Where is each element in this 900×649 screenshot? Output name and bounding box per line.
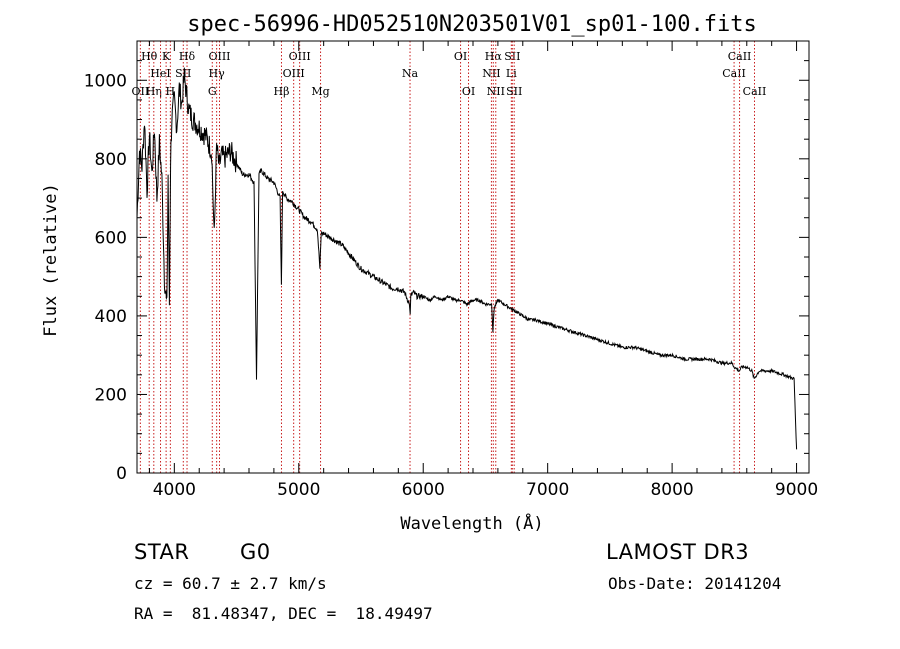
x-tick-label-2: 6000: [402, 480, 445, 500]
survey-name: LAMOST DR3: [606, 540, 750, 564]
x-tick-label-1: 5000: [277, 480, 320, 500]
line-label-1: Hθ: [141, 50, 158, 63]
y-tick-label-4: 800: [95, 150, 127, 170]
y-axis: 0 200 400 600 800 1000: [84, 40, 809, 484]
line-label-4: K: [162, 50, 171, 63]
x-tick-label-5: 9000: [775, 480, 818, 500]
line-label-5: H: [166, 85, 176, 98]
line-label-12: OIII: [283, 67, 305, 80]
x-tick-label-0: 4000: [153, 480, 196, 500]
object-subclass: G0: [240, 540, 271, 564]
redshift-cz: cz = 60.7 ± 2.7 km/s: [134, 574, 327, 593]
y-axis-label: Flux (relative): [41, 183, 61, 337]
line-label-0: OII: [132, 85, 150, 98]
line-label-2: Hη: [146, 85, 162, 98]
line-label-3: HeI: [150, 67, 170, 80]
x-axis-label: Wavelength (Å): [400, 512, 543, 534]
line-label-20: NII: [487, 85, 505, 98]
line-label-11: Hβ: [274, 85, 290, 98]
x-axis: 4000 5000 6000 7000 8000 9000: [148, 41, 818, 500]
x-tick-label-4: 8000: [650, 480, 693, 500]
obs-date: Obs-Date: 20141204: [608, 574, 782, 593]
line-label-19: Hα: [485, 50, 503, 63]
line-label-24: CaII: [722, 67, 746, 80]
line-label-18: NII: [482, 67, 500, 80]
line-label-17: OI: [462, 85, 475, 98]
object-class: STAR: [134, 540, 190, 564]
line-label-22: SII: [504, 50, 520, 63]
line-label-23: SII: [506, 85, 522, 98]
y-tick-label-5: 1000: [84, 71, 127, 91]
x-tick-label-3: 7000: [526, 480, 569, 500]
line-label-16: OI: [454, 50, 467, 63]
y-tick-label-1: 200: [95, 385, 127, 405]
line-label-10: OIII: [208, 50, 230, 63]
y-tick-label-2: 400: [95, 307, 127, 327]
line-label-15: Na: [402, 67, 419, 80]
spectral-line-markers: OII Hθ Hη HeI K H SII Hδ G Hγ OIII Hβ OIII OIII Mg Na OI…: [132, 41, 767, 473]
line-label-8: G: [208, 85, 217, 98]
ra-dec: RA = 81.48347, DEC = 18.49497: [134, 604, 433, 623]
line-label-21: Li: [506, 67, 517, 80]
y-tick-label-3: 600: [95, 228, 127, 248]
line-label-13: OIII: [289, 50, 311, 63]
line-label-7: Hδ: [179, 50, 196, 63]
plot-frame: [136, 40, 810, 474]
line-label-9: Hγ: [209, 67, 226, 80]
spectrum-line: [136, 67, 798, 450]
chart-title: spec-56996-HD052510N203501V01_sp01-100.f…: [187, 12, 757, 37]
line-label-14: Mg: [311, 85, 329, 98]
line-label-26: CaII: [743, 85, 767, 98]
line-label-25: CaII: [728, 50, 752, 63]
y-tick-label-0: 0: [116, 464, 127, 484]
